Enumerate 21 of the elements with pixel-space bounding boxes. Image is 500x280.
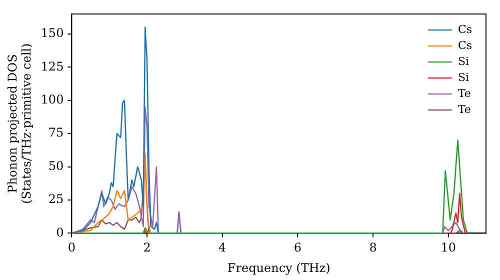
legend-label: Te — [458, 86, 471, 100]
x-tick-label: 8 — [369, 240, 377, 255]
y-tick-label: 150 — [40, 26, 64, 40]
y-tick-label: 0 — [56, 225, 64, 240]
y-tick-label: 75 — [48, 126, 64, 140]
y-axis-title: Phonon projected DOS (States/THz·primitive cell) — [5, 43, 34, 204]
y-tick-label: 125 — [40, 59, 64, 74]
legend-label: Cs — [458, 22, 472, 36]
x-tick-label: 4 — [218, 240, 227, 255]
x-tick-label: 6 — [294, 240, 302, 255]
y-tick-label: 100 — [40, 92, 64, 106]
x-axis-title: Frequency (THz) — [227, 260, 330, 275]
legend-label: Cs — [458, 38, 472, 52]
y-tick-label: 25 — [48, 192, 64, 206]
legend-label: Te — [458, 102, 471, 116]
x-tick-label: 0 — [68, 240, 76, 255]
x-tick-label: 10 — [440, 240, 456, 255]
y-tick-label: 50 — [48, 158, 64, 173]
legend-label: Si — [458, 70, 470, 84]
legend-label: Si — [458, 54, 470, 68]
x-tick-label: 2 — [143, 240, 151, 255]
